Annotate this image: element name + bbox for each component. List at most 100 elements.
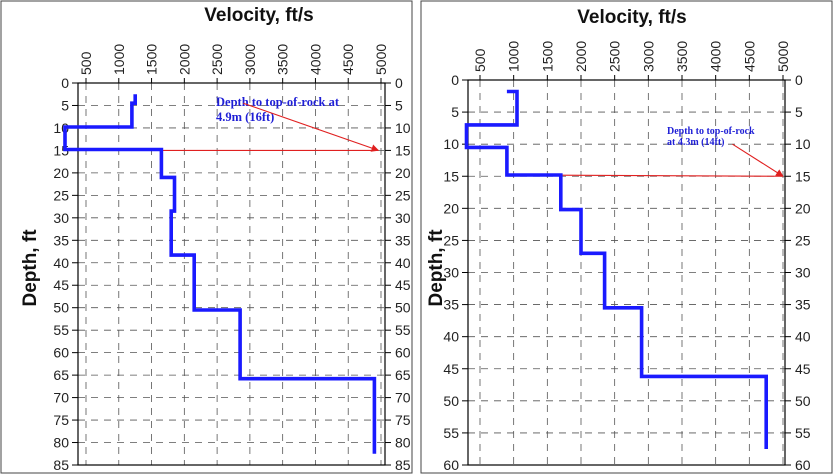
y-tick-label-right: 80 [395, 435, 411, 451]
x-tick-label: 5000 [373, 44, 389, 75]
y-tick-label-left: 0 [451, 72, 459, 88]
left-annotation-line2: 4.9m (16ft) [216, 110, 274, 124]
y-tick-label-left: 60 [443, 457, 459, 473]
right-chart-panel: Velocity, ft/s Depth, ft 500 1000 15 0 0 2000… [420, 0, 833, 474]
x-tick-label: 4000 [307, 44, 323, 75]
y-tick-label-left: 80 [53, 435, 69, 451]
y-tick-label-left: 0 [61, 75, 69, 91]
left-chart-panel: Velocity, ft/s Depth, ft 500 1000 1500 2000… [0, 0, 413, 474]
y-tick-label-right: 50 [395, 300, 411, 316]
y-tick-label-right: 0 [395, 75, 403, 91]
y-tick-label-left: 25 [443, 232, 459, 248]
y-tick-label-left: 40 [53, 255, 69, 271]
x-tick-label: 5000 [775, 41, 791, 72]
y-tick-label-left: 35 [53, 232, 69, 248]
x-tick-label: 4000 [708, 41, 724, 72]
x-tick-label: 2500 [607, 41, 623, 72]
annotation-arrow [732, 143, 784, 177]
y-tick-label-right: 40 [395, 255, 411, 271]
y-tick-label-right: 10 [795, 136, 811, 152]
velocity-series-line [464, 89, 768, 449]
y-tick-label-left: 10 [443, 136, 459, 152]
x-tick-label: 3000 [242, 44, 258, 75]
right-grid [462, 75, 791, 466]
y-tick-label-right: 30 [795, 265, 811, 281]
y-tick-label-left: 75 [53, 412, 69, 428]
y-tick-label-left: 5 [451, 104, 459, 120]
y-tick-label-left: 25 [53, 187, 69, 203]
y-tick-label-right: 60 [395, 345, 411, 361]
x-tick-label: 3000 [640, 41, 656, 72]
y-tick-label-right: 35 [395, 232, 411, 248]
x-tick-label: 2500 [209, 44, 225, 75]
right-tick-labels: 500 1000 1500 2000 2500 3000 3500 4000 4500 50000… [443, 41, 810, 473]
x-tick-label: 2000 [573, 41, 589, 72]
right-y-axis-label: Depth, ft [426, 229, 447, 307]
y-tick-label-left: 35 [443, 297, 459, 313]
y-tick-label-left: 85 [53, 457, 69, 473]
y-tick-label-left: 30 [53, 210, 69, 226]
y-tick-label-right: 15 [795, 168, 811, 184]
y-tick-label-left: 5 [61, 97, 69, 113]
y-tick-label-right: 0 [795, 72, 803, 88]
right-plot-frame [467, 79, 786, 466]
y-tick-label-left: 20 [53, 165, 69, 181]
left-annotation: Depth to top-of-rock at 4.9m (16ft) [161, 95, 380, 152]
y-tick-label-right: 35 [795, 297, 811, 313]
x-tick-label: 1500 [144, 44, 160, 75]
y-tick-label-left: 45 [443, 361, 459, 377]
right-annotation: Depth to top-of-rock at 4.3m (14ft) [506, 126, 784, 177]
y-tick-label-left: 60 [53, 345, 69, 361]
x-tick-label: 3500 [674, 41, 690, 72]
y-tick-label-left: 45 [53, 277, 69, 293]
right-series [464, 89, 768, 449]
right-panel-border [420, 0, 833, 474]
x-tick-label: 2000 [176, 44, 192, 75]
x-tick-label: 4500 [340, 44, 356, 75]
left-series [63, 94, 377, 454]
x-tick-label: 500 [472, 48, 488, 72]
y-tick-label-right: 30 [395, 210, 411, 226]
y-tick-label-left: 50 [443, 393, 459, 409]
y-tick-label-right: 25 [395, 187, 411, 203]
left-chart-title: Velocity, ft/s [204, 5, 313, 26]
annotation-arrow [243, 102, 380, 152]
y-tick-label-right: 25 [795, 232, 811, 248]
y-tick-label-right: 60 [795, 457, 811, 473]
y-tick-label-right: 20 [395, 165, 411, 181]
right-annotation-line1: Depth to top-of-rock [667, 126, 755, 137]
left-panel-border [0, 0, 413, 474]
y-tick-label-left: 30 [443, 265, 459, 281]
y-tick-label-right: 5 [795, 104, 803, 120]
right-annotation-line2: at 4.3m (14ft) [667, 137, 724, 148]
y-tick-label-left: 15 [443, 168, 459, 184]
y-tick-label-right: 55 [795, 425, 811, 441]
x-tick-label: 1000 [111, 44, 127, 75]
left-annotation-line1: Depth to top-of-rock at [216, 95, 340, 109]
velocity-series-line [63, 94, 377, 454]
x-tick-label: 500 [78, 51, 94, 75]
y-tick-label-right: 45 [795, 361, 811, 377]
y-tick-label-left: 65 [53, 367, 69, 383]
y-tick-label-right: 70 [395, 390, 411, 406]
y-tick-label-right: 85 [395, 457, 411, 473]
y-tick-label-right: 5 [395, 97, 403, 113]
y-tick-label-left: 40 [443, 329, 459, 345]
y-tick-label-right: 55 [395, 322, 411, 338]
left-grid [72, 78, 391, 466]
y-tick-label-right: 15 [395, 142, 411, 158]
y-tick-label-left: 20 [443, 200, 459, 216]
y-tick-label-right: 50 [795, 393, 811, 409]
y-tick-label-right: 10 [395, 120, 411, 136]
right-chart-title: Velocity, ft/s [577, 7, 686, 28]
y-tick-label-left: 50 [53, 300, 69, 316]
y-tick-label-right: 75 [395, 412, 411, 428]
y-tick-label-right: 20 [795, 200, 811, 216]
x-tick-label: 1000 [506, 41, 522, 72]
y-tick-label-left: 55 [443, 425, 459, 441]
y-tick-label-right: 45 [395, 277, 411, 293]
left-plot-frame [77, 82, 386, 466]
left-y-axis-label: Depth, ft [20, 229, 41, 307]
y-tick-label-right: 40 [795, 329, 811, 345]
